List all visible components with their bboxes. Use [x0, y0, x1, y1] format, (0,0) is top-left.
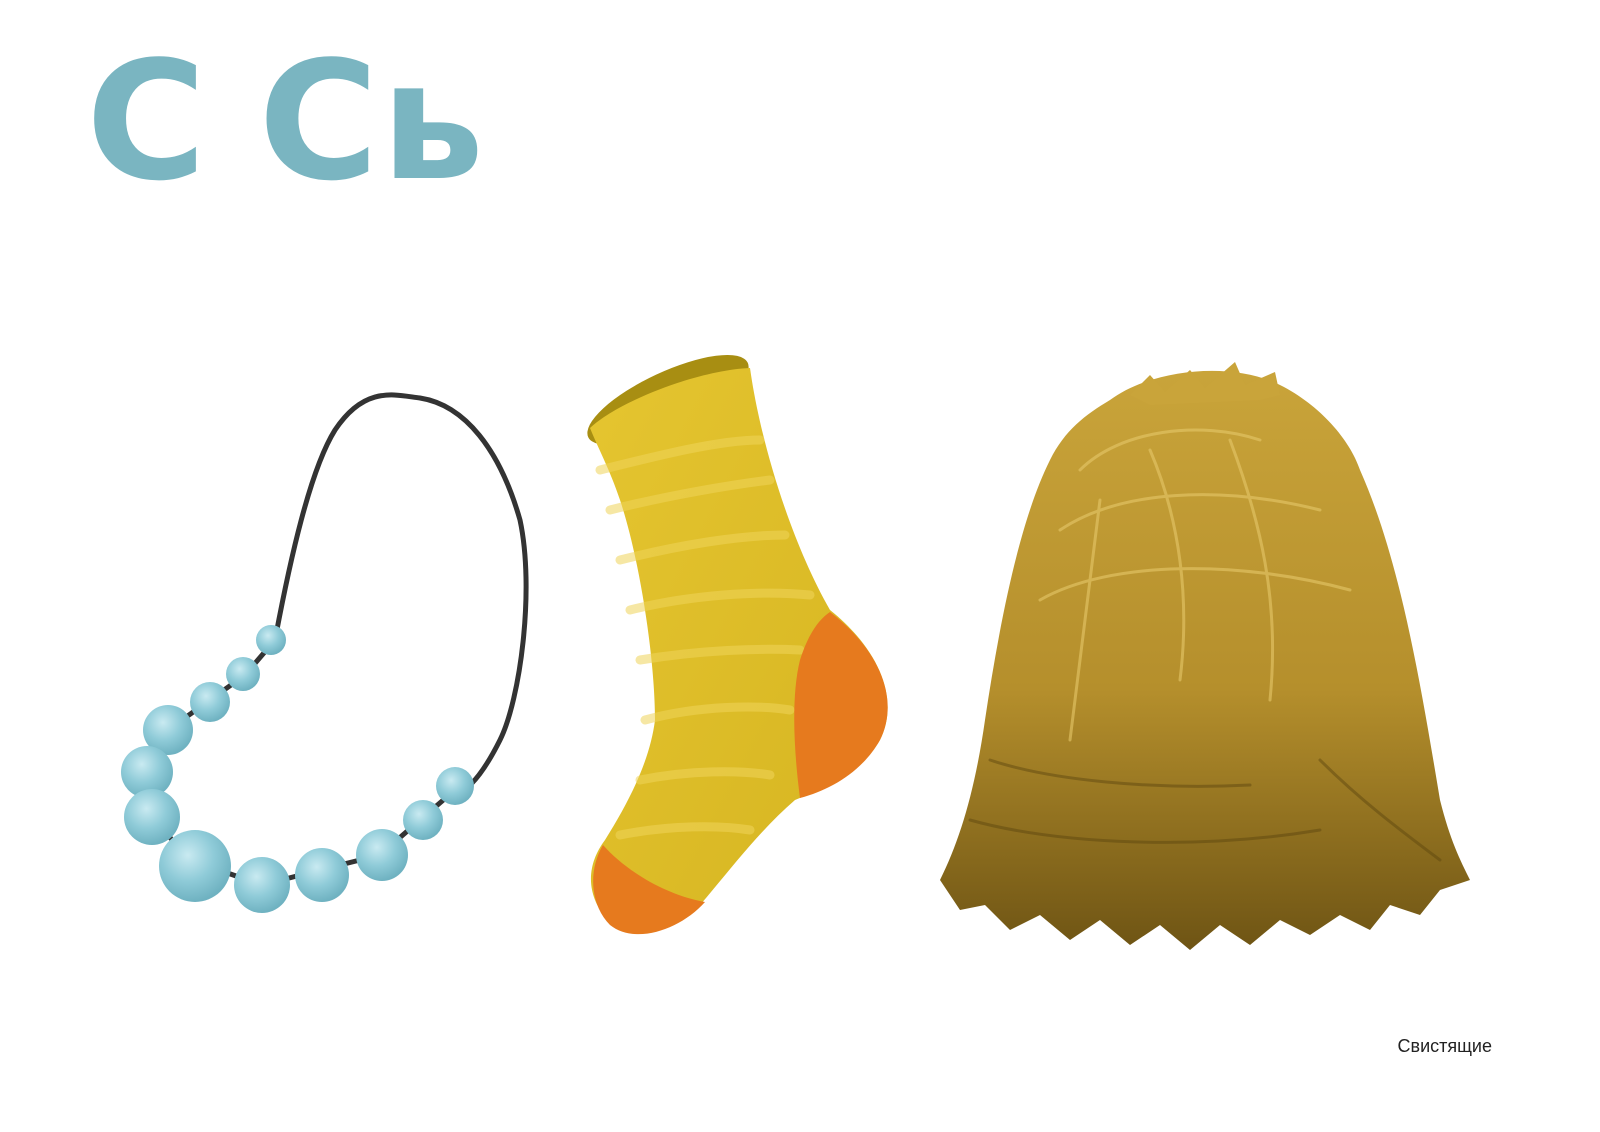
category-label: Свистящие	[1397, 1036, 1492, 1056]
letter-soft: Сь	[258, 26, 487, 217]
page-title: С Сь	[86, 40, 486, 204]
letter-hard: С	[86, 26, 209, 217]
